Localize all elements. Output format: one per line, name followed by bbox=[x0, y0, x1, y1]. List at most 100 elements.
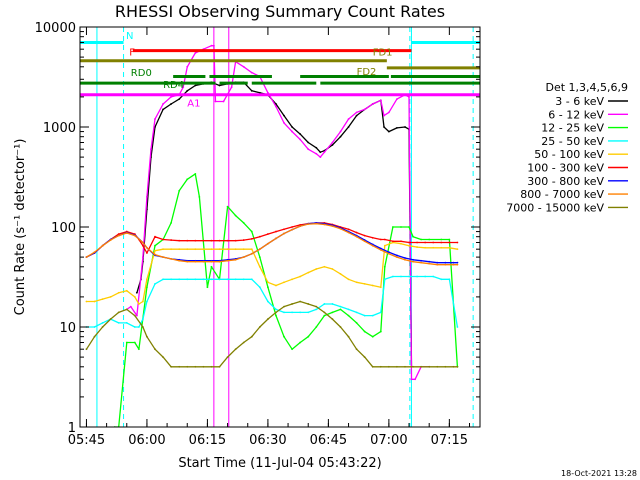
series-point bbox=[93, 251, 96, 254]
series-point bbox=[250, 252, 253, 255]
series-point bbox=[448, 246, 451, 249]
series-point bbox=[291, 226, 293, 228]
series-point bbox=[363, 330, 366, 333]
series-point bbox=[125, 341, 128, 344]
series-point bbox=[347, 308, 350, 311]
x-axis-label: Start Time (11-Jul-04 05:43:22) bbox=[178, 456, 381, 471]
series-point bbox=[371, 244, 374, 247]
series-point bbox=[400, 226, 402, 228]
series-point bbox=[109, 318, 112, 320]
series-point bbox=[299, 133, 302, 135]
series-point bbox=[186, 278, 189, 281]
series-point bbox=[202, 260, 205, 263]
series-point bbox=[323, 151, 326, 154]
series-point bbox=[162, 103, 164, 105]
series-point bbox=[117, 291, 120, 294]
series-point bbox=[355, 231, 358, 234]
series-point bbox=[396, 254, 398, 257]
series-point bbox=[226, 205, 229, 208]
series-point bbox=[379, 286, 382, 289]
series-point bbox=[379, 249, 382, 251]
series-point bbox=[275, 314, 277, 317]
series-point bbox=[291, 311, 293, 314]
series-point bbox=[186, 260, 189, 263]
series-point bbox=[267, 281, 269, 284]
series-point bbox=[440, 238, 443, 241]
series-point bbox=[379, 311, 382, 314]
series-point bbox=[412, 235, 414, 238]
series-point bbox=[339, 308, 342, 311]
series-point bbox=[339, 272, 342, 275]
series-point bbox=[202, 248, 205, 251]
series-point bbox=[339, 130, 342, 133]
series-point bbox=[194, 278, 197, 281]
series-point bbox=[299, 225, 302, 228]
series-point bbox=[267, 233, 269, 235]
series-point bbox=[331, 141, 334, 144]
series-point bbox=[355, 281, 358, 284]
series-point bbox=[456, 248, 459, 251]
series-point bbox=[129, 305, 132, 308]
legend-entry-label: 12 - 25 keV bbox=[541, 122, 604, 135]
series-point bbox=[291, 126, 293, 128]
series-point bbox=[142, 300, 144, 303]
series-point bbox=[178, 248, 181, 251]
series-point bbox=[242, 221, 245, 224]
series-point bbox=[133, 341, 136, 344]
series-point bbox=[408, 226, 410, 228]
series-point bbox=[355, 321, 358, 324]
series-point bbox=[258, 265, 261, 268]
series-point bbox=[379, 247, 382, 250]
series-point bbox=[323, 303, 326, 305]
series-point bbox=[142, 244, 144, 247]
series-point bbox=[162, 278, 164, 281]
series-point bbox=[412, 260, 414, 263]
series-point bbox=[250, 248, 253, 251]
legend-entry-label: 100 - 300 keV bbox=[527, 162, 604, 175]
series-point bbox=[275, 105, 277, 108]
series-line bbox=[136, 81, 413, 367]
series-point bbox=[210, 260, 213, 263]
series-point bbox=[387, 365, 390, 368]
series-point bbox=[404, 365, 406, 368]
series-point bbox=[170, 248, 173, 251]
series-point bbox=[432, 241, 435, 244]
series-point bbox=[432, 246, 435, 249]
series-point bbox=[267, 91, 269, 94]
annotation-label: RD0 bbox=[131, 68, 152, 79]
series-point bbox=[363, 282, 366, 285]
series-point bbox=[363, 234, 366, 237]
series-point bbox=[212, 44, 215, 47]
series-point bbox=[214, 100, 217, 103]
series-point bbox=[363, 314, 366, 317]
series-point bbox=[448, 241, 451, 244]
x-tick-label: 07:00 bbox=[370, 433, 407, 448]
y-tick-label: 1000 bbox=[43, 121, 76, 136]
series-point bbox=[456, 326, 459, 328]
series-point bbox=[410, 378, 413, 381]
series-point bbox=[137, 303, 140, 305]
series-point bbox=[250, 278, 253, 281]
series-point bbox=[178, 98, 181, 101]
series-point bbox=[186, 239, 189, 242]
series-point bbox=[387, 251, 390, 254]
series-point bbox=[331, 318, 334, 320]
legend-entry-label: 7000 - 15000 keV bbox=[506, 201, 604, 214]
series-point bbox=[226, 248, 229, 251]
series-point bbox=[363, 240, 366, 243]
series-point bbox=[234, 258, 237, 261]
series-point bbox=[323, 311, 326, 314]
annotation-label: FD1 bbox=[373, 47, 393, 58]
series-point bbox=[331, 311, 334, 314]
x-tick-label: 06:45 bbox=[310, 433, 347, 448]
series-point bbox=[93, 326, 96, 328]
series-point bbox=[250, 71, 253, 74]
series-point bbox=[146, 278, 148, 281]
series-point bbox=[218, 260, 221, 263]
series-point bbox=[355, 311, 358, 314]
legend-entry-label: 6 - 12 keV bbox=[548, 108, 604, 121]
series-line bbox=[86, 222, 458, 258]
series-point bbox=[162, 248, 164, 251]
series-point bbox=[436, 263, 439, 266]
